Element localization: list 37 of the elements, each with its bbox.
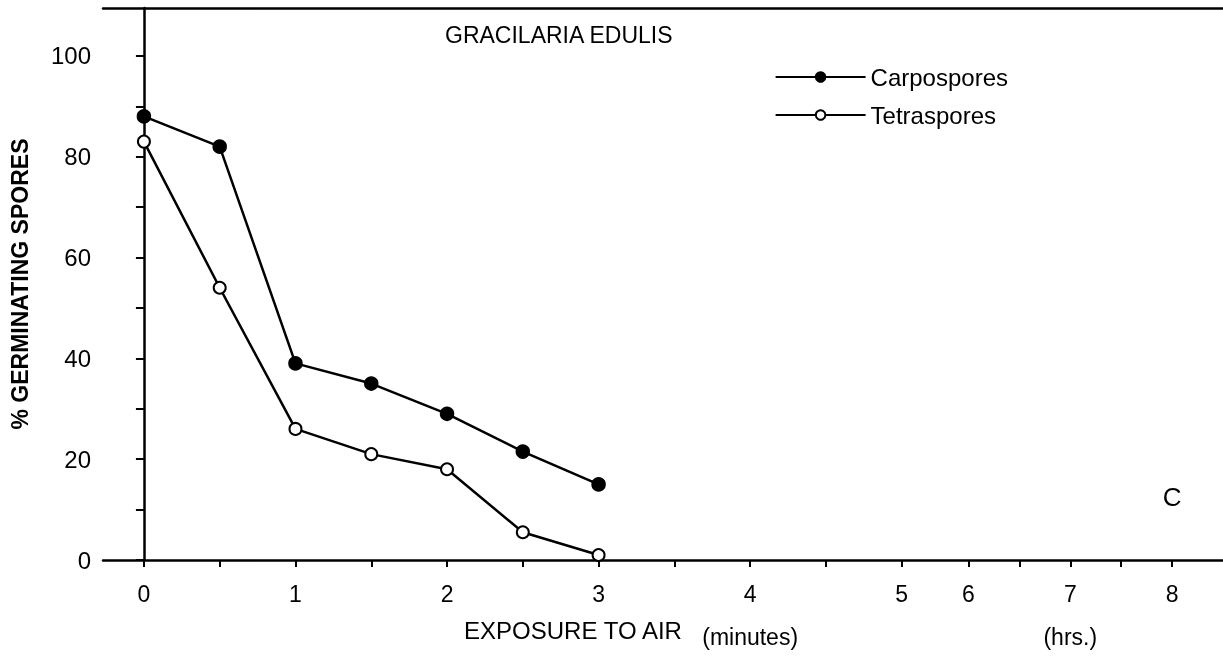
y-tick-label: 60 [64, 244, 91, 272]
x-tick-label: 2 [440, 580, 454, 607]
point [591, 547, 606, 562]
point [136, 109, 152, 124]
point [515, 525, 530, 540]
x-tick-label: 3 [592, 580, 605, 607]
x-tick-label: 5 [895, 580, 909, 607]
point [288, 421, 303, 436]
point [212, 139, 227, 154]
text: (minutes) [702, 624, 799, 650]
point [439, 406, 455, 422]
y-tick-label: 40 [64, 344, 91, 372]
y-tick-label: 100 [50, 42, 91, 70]
x2-tick-label: 6 [962, 580, 975, 607]
text: GRACILARIA EDULIS [445, 21, 673, 48]
legend-label: Tetraspores [870, 101, 996, 129]
point [515, 444, 531, 459]
text: (hrs.) [1043, 624, 1098, 650]
x-tick-label: 4 [743, 580, 757, 607]
legend-label: Carpospores [870, 63, 1008, 91]
y-tick-label: 80 [64, 143, 91, 171]
x2-tick-label: 7 [1063, 580, 1077, 607]
point [440, 462, 455, 477]
x-tick-label: 1 [289, 580, 302, 607]
point [136, 134, 151, 149]
y-axis-title: % GERMINATING SPORES [6, 138, 33, 430]
point [288, 356, 303, 371]
y-tick-label: 0 [77, 546, 91, 574]
x-axis-title: EXPOSURE TO AIR [464, 616, 682, 644]
x2-tick-label: 8 [1165, 580, 1179, 607]
y-tick-label: 20 [64, 445, 91, 473]
point [212, 280, 227, 295]
point [364, 447, 379, 462]
point [364, 376, 379, 391]
annotation: C [1162, 482, 1182, 512]
x-tick-label: 0 [137, 580, 151, 607]
point [591, 477, 606, 492]
